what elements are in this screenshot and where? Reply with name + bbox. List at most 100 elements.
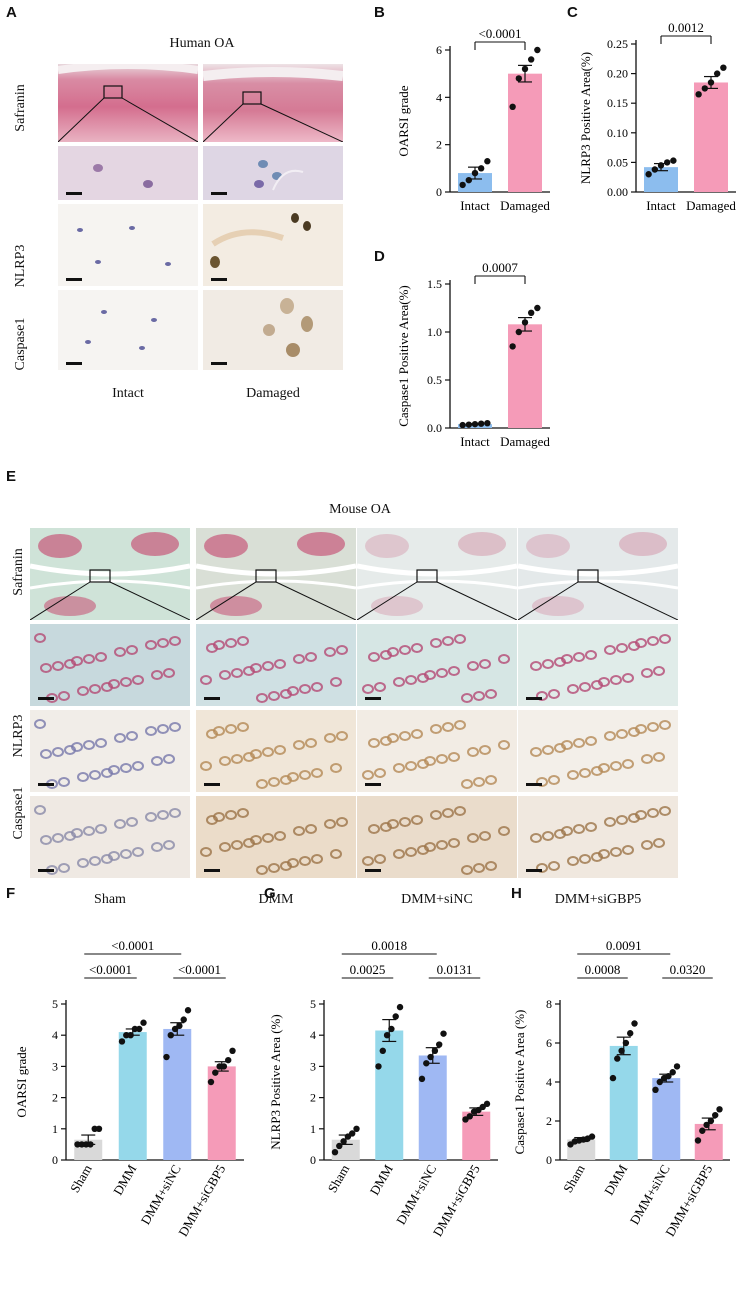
chart-h-category-label: DMM+siNC (627, 1162, 673, 1227)
micrograph-human-damaged-nlrp3 (203, 204, 343, 286)
chart-f-ytick-label: 1 (52, 1122, 58, 1136)
chart-h-point (609, 1074, 617, 1082)
scale-bar (211, 192, 227, 195)
chart-c-point (651, 166, 659, 173)
chart-f-point (176, 1022, 183, 1030)
chart-f-point (212, 1069, 219, 1076)
panel-letter-d: D (374, 248, 385, 265)
panel-letter-e: E (6, 468, 17, 485)
chart-f-ytick-label: 0 (52, 1153, 58, 1167)
chart-g-point (379, 1047, 386, 1054)
micrograph-mouse-dmm-sigbp5-nlrp3 (518, 710, 678, 792)
chart-f-category-label: DMM+siNC (138, 1162, 184, 1227)
panel-a-row-label-safranin: Safranin (13, 84, 28, 132)
panel-letter-h: H (511, 885, 522, 902)
chart-c-point (720, 64, 727, 71)
chart-c-category-label: Damaged (686, 198, 736, 213)
panel-a-row-label-nlrp3: NLRP3 (13, 244, 28, 288)
chart-h-point (652, 1086, 659, 1093)
chart-g-ylabel: NLRP3 Positive Area (%) (268, 1014, 283, 1149)
chart-g-ytick-label: 2 (310, 1091, 316, 1105)
chart-g-ytick-label: 3 (310, 1059, 316, 1073)
chart-b-point (477, 165, 485, 172)
micrograph-mouse-dmm-casp (196, 796, 356, 878)
chart-g-category-label: DMM+siNC (393, 1162, 439, 1227)
chart-b-category-label: Damaged (500, 198, 550, 213)
chart-h-comparison-label: 0.0091 (606, 938, 642, 953)
chart-d-point (477, 420, 485, 427)
panel-e-row-label-safranin: Safranin (11, 548, 26, 596)
chart-d-ytick-label: 1.0 (427, 325, 442, 339)
chart-h-point (707, 1117, 715, 1125)
micrograph-human-damaged-safranin-overview (203, 64, 343, 142)
chart-c-point (707, 79, 715, 86)
chart-h-ytick-label: 2 (546, 1114, 552, 1128)
micrograph-mouse-dmm-overview (196, 528, 356, 620)
scale-bar (365, 869, 381, 872)
chart-g-point (427, 1053, 434, 1061)
chart-h-point (627, 1030, 634, 1037)
chart-h-ytick-label: 8 (546, 997, 552, 1011)
panel-letter-b: B (374, 4, 385, 21)
chart-g-point (418, 1075, 426, 1083)
scale-bar (365, 697, 381, 700)
chart-b-point (521, 65, 529, 73)
panel-a-title: Human OA (169, 36, 235, 51)
panel-e-col-label-sham: Sham (94, 892, 126, 907)
chart-c-point (657, 162, 665, 169)
chart-d-point (534, 304, 541, 312)
chart-f-point (127, 1032, 134, 1039)
chart-h-ytick-label: 0 (546, 1153, 552, 1167)
chart-d-ylabel: Caspase1 Positive Area(%) (396, 285, 411, 427)
chart-b-point (509, 103, 516, 111)
chart-b-point (515, 75, 523, 82)
micrograph-human-intact-caspase1 (58, 290, 198, 370)
chart-c-ylabel: NLRP3 Positive Area(%) (578, 52, 593, 184)
chart-g-category-label: DMM (367, 1162, 396, 1198)
chart-b-point (534, 46, 541, 54)
chart-d-point (459, 421, 466, 429)
chart-c-ytick-label: 0.25 (607, 37, 628, 51)
chart-b-point (465, 176, 473, 184)
chart-h-point (699, 1127, 706, 1134)
chart-g-comparison-label: 0.0018 (371, 938, 407, 953)
chart-h-ylabel: Caspase1 Positive Area (%) (512, 1010, 527, 1155)
micrograph-mouse-dmm-sinc-nlrp3 (357, 710, 517, 792)
micrograph-mouse-dmm-sigbp5-zoom (518, 624, 678, 706)
micrograph-mouse-dmm-sigbp5-overview (518, 528, 678, 620)
micrograph-human-intact-nlrp3 (58, 204, 198, 286)
chart-f-category-label: DMM+siGBP5 (175, 1162, 228, 1239)
chart-c-bar (694, 82, 728, 192)
scale-bar (66, 192, 82, 195)
scale-bar (204, 869, 220, 872)
micrograph-mouse-dmm-sigbp5-casp (518, 796, 678, 878)
chart-d-point (515, 328, 523, 336)
chart-c-comparison-label: 0.0012 (668, 20, 704, 35)
scale-bar (204, 697, 220, 700)
chart-g-point (466, 1113, 473, 1120)
chart-f-point (180, 1016, 187, 1023)
chart-g-point (423, 1060, 430, 1067)
scale-bar (526, 697, 542, 700)
micrograph-human-damaged-safranin-zoom (203, 146, 343, 200)
panel-e-col-label-dmm: DMM (258, 892, 294, 907)
chart-g-comparison-label: 0.0025 (350, 962, 386, 977)
chart-f-point (184, 1007, 192, 1014)
chart-g-point (396, 1003, 404, 1011)
scale-bar (38, 697, 54, 700)
chart-h-ytick-label: 4 (546, 1075, 552, 1089)
scale-bar (38, 783, 54, 786)
chart-h-category-label: DMM (601, 1162, 630, 1198)
chart-g-ytick-label: 5 (310, 997, 316, 1011)
chart-c-point (713, 70, 721, 77)
chart-b-ytick-label: 6 (436, 43, 442, 57)
micrograph-human-intact-safranin-zoom (58, 146, 198, 200)
micrograph-mouse-dmm-sinc-casp (357, 796, 517, 878)
panel-e-col-label-dmm-sinc: DMM+siNC (401, 892, 473, 907)
chart-h-comparison-label: 0.0008 (585, 962, 621, 977)
chart-h-point (665, 1072, 672, 1080)
chart-h-point (631, 1020, 638, 1027)
chart-f-ytick-label: 2 (52, 1091, 58, 1105)
panel-a-row-label-caspase1: Caspase1 (13, 317, 28, 371)
chart-g-point (383, 1032, 391, 1039)
